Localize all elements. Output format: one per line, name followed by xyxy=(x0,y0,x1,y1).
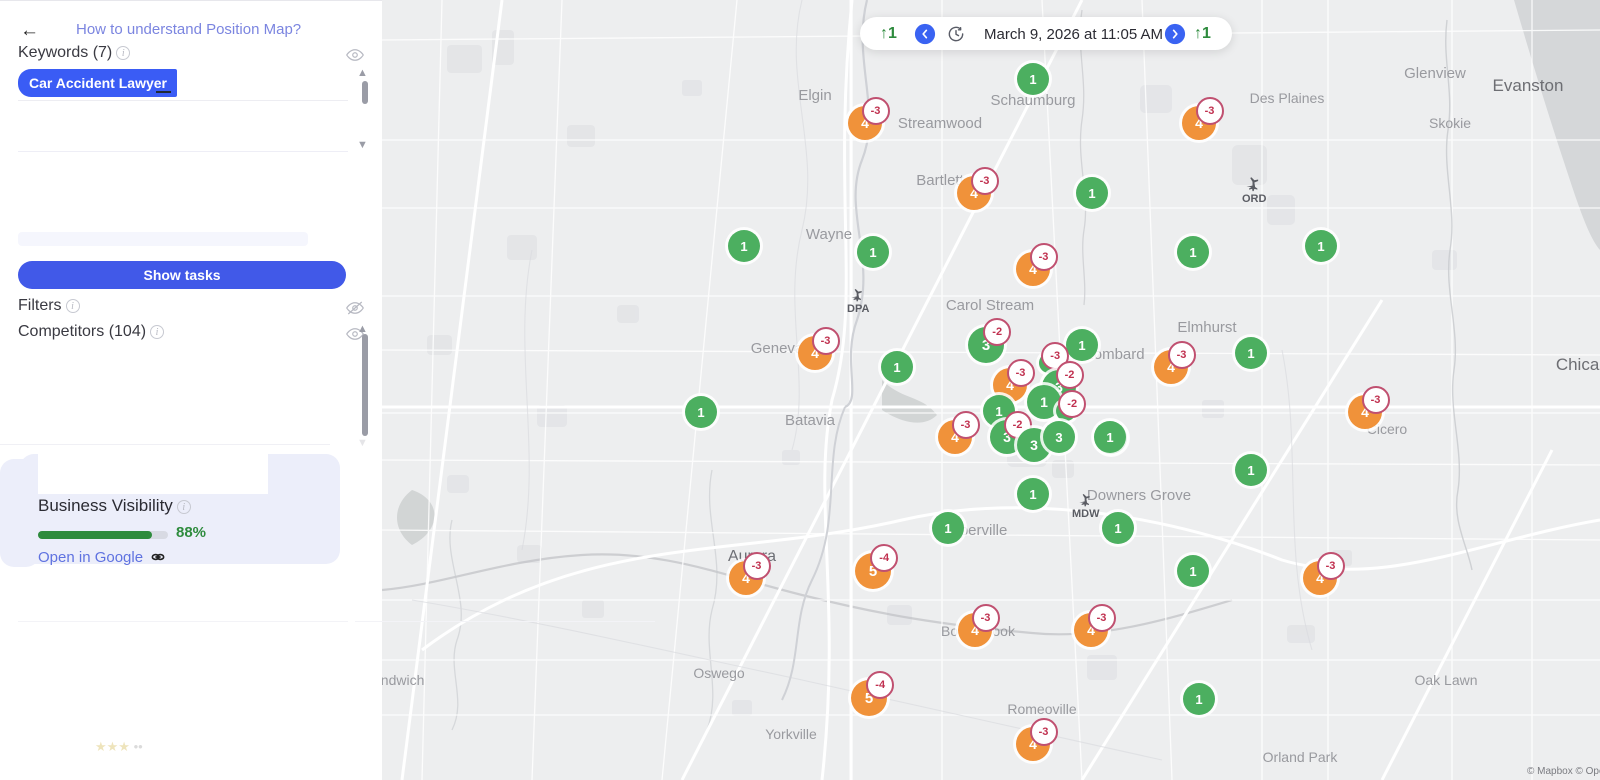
svg-text:Skokie: Skokie xyxy=(1429,115,1471,131)
svg-text:Romeoville: Romeoville xyxy=(1007,701,1076,717)
svg-text:Streamwood: Streamwood xyxy=(898,115,982,132)
svg-text:Chicago: Chicago xyxy=(1556,355,1600,374)
svg-text:Wayne: Wayne xyxy=(806,226,852,243)
svg-text:Oswego: Oswego xyxy=(693,665,745,681)
svg-text:Evanston: Evanston xyxy=(1493,76,1564,95)
svg-text:Oak Lawn: Oak Lawn xyxy=(1414,672,1477,688)
svg-text:Downers Grove: Downers Grove xyxy=(1087,487,1191,504)
svg-text:Des Plaines: Des Plaines xyxy=(1250,90,1325,106)
svg-text:Orland Park: Orland Park xyxy=(1263,749,1339,765)
svg-text:Elgin: Elgin xyxy=(798,87,831,104)
svg-text:Carol Stream: Carol Stream xyxy=(946,297,1034,314)
svg-text:Yorkville: Yorkville xyxy=(765,726,817,742)
svg-text:Batavia: Batavia xyxy=(785,412,836,429)
svg-text:Sandwich: Sandwich xyxy=(382,672,424,688)
svg-text:Glenview: Glenview xyxy=(1404,65,1466,82)
svg-text:Elmhurst: Elmhurst xyxy=(1177,319,1237,336)
svg-text:Geneva: Geneva xyxy=(751,340,804,357)
